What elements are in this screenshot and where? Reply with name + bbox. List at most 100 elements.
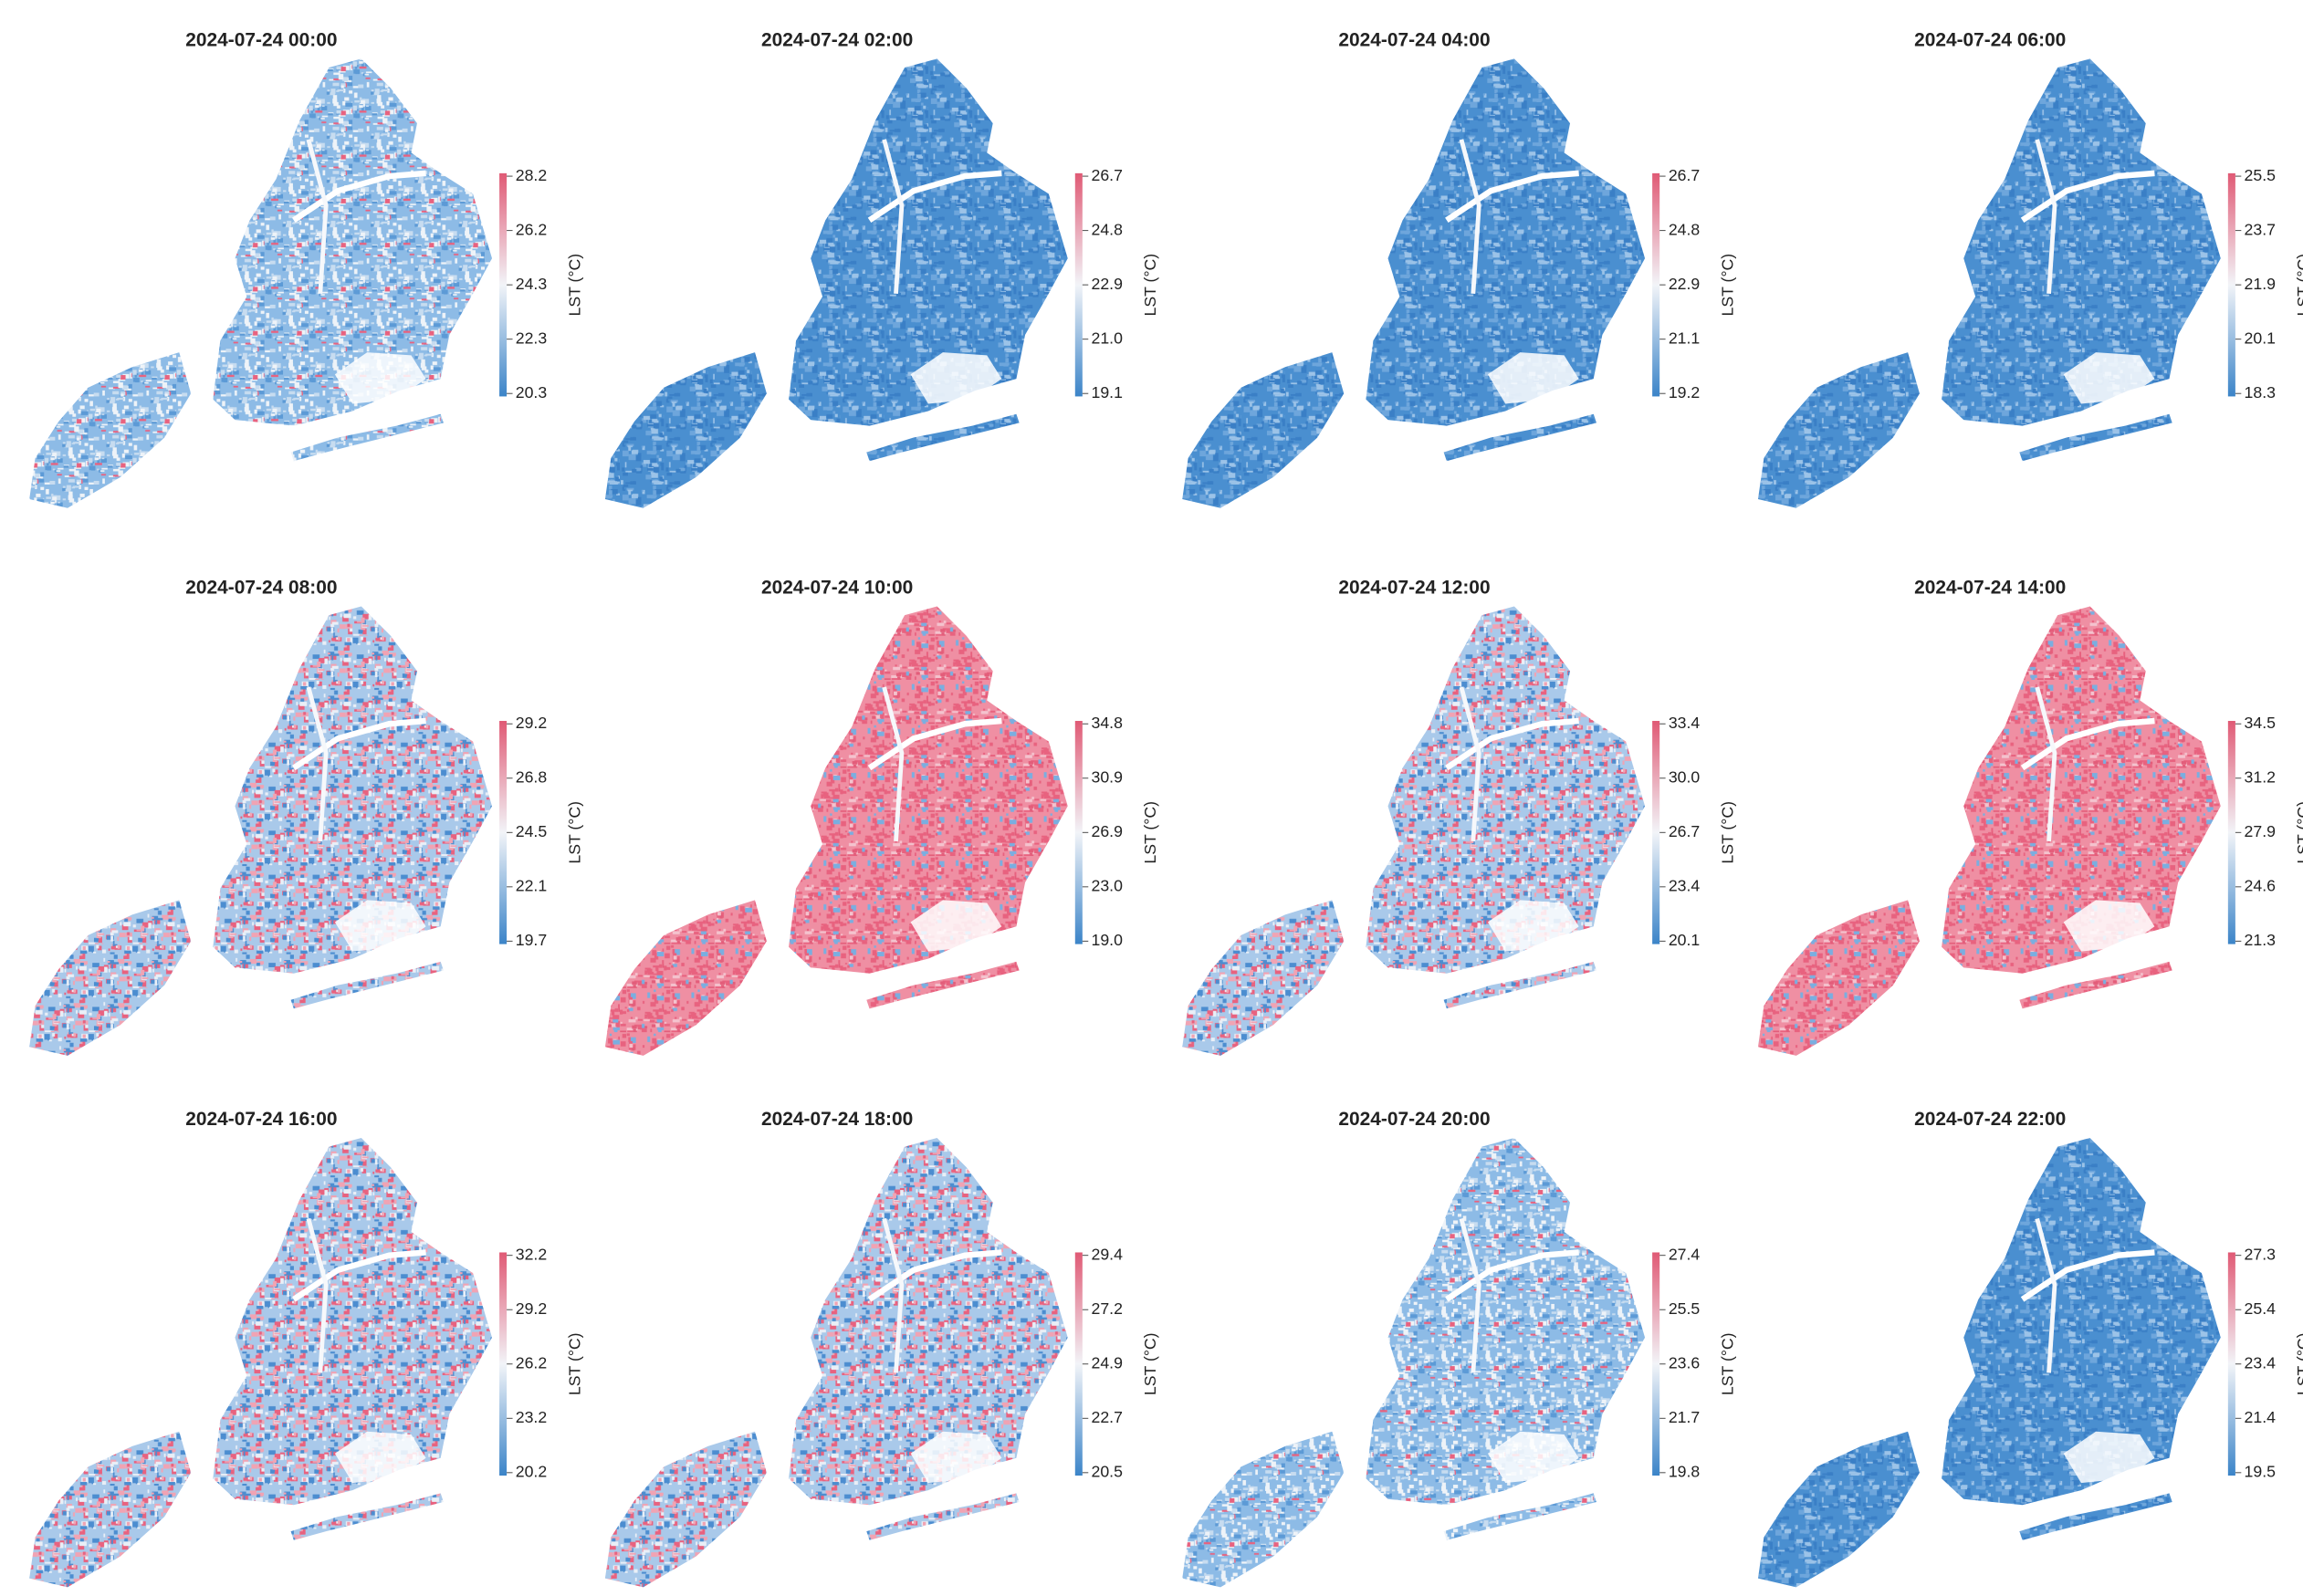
- colorbar-tick-label: 26.7: [1091, 166, 1122, 184]
- colorbar-tick-label: 19.7: [516, 931, 547, 949]
- colorbar-tick-label: 19.8: [1669, 1462, 1701, 1480]
- colorbar-tick-label: 27.4: [1669, 1245, 1701, 1263]
- colorbar-tick-label: 24.8: [1669, 220, 1701, 238]
- colorbar-tick-label: 19.2: [1669, 383, 1700, 402]
- colorbar-tick-label: 23.4: [1669, 877, 1701, 895]
- panel: 2024-07-24 08:00 29.2 26.8 24.5 22.1 19.7 LST …: [29, 578, 583, 1056]
- borough-map: [1444, 1493, 1596, 1539]
- panel-title: 2024-07-24 16:00: [185, 1109, 337, 1130]
- colorbar-tick-label: 24.6: [2245, 877, 2277, 895]
- colorbar-tick-label: 30.9: [1091, 767, 1122, 786]
- colorbar-tick-label: 33.4: [1669, 714, 1701, 732]
- panel: 2024-07-24 04:00 26.7 24.8 22.9 21.1 19.2 LST …: [1182, 30, 1736, 508]
- colorbar-tick-label: 19.1: [1091, 383, 1122, 402]
- panel-title: 2024-07-24 12:00: [1338, 578, 1490, 599]
- panel-title: 2024-07-24 14:00: [1914, 578, 2066, 599]
- panel: 2024-07-24 22:0027.325.423.421.419.5LST …: [1758, 1109, 2303, 1587]
- panel: 2024-07-24 00:0028.226.224.322.320.3LST …: [29, 30, 583, 508]
- colorbar-tick-label: 27.2: [1091, 1299, 1122, 1318]
- colorbar: [499, 721, 507, 944]
- colorbar: [1075, 1252, 1083, 1476]
- panel: 2024-07-24 12:0033.430.026.723.420.1LST …: [1182, 578, 1736, 1056]
- colorbar: [1075, 721, 1083, 944]
- colorbar-tick-label: 23.6: [1669, 1353, 1701, 1372]
- colorbar-label: LST (°C): [1718, 254, 1736, 317]
- colorbar-tick-label: 22.9: [1091, 275, 1122, 293]
- colorbar-tick-label: 26.7: [1669, 822, 1700, 840]
- borough-map: [605, 1432, 767, 1588]
- colorbar-label: LST (°C): [565, 1332, 583, 1395]
- colorbar-label: LST (°C): [1141, 1332, 1159, 1395]
- borough-map: [2019, 1493, 2172, 1539]
- panel-title: 2024-07-24 02:00: [761, 30, 913, 51]
- colorbar-tick-label: 31.2: [2245, 767, 2276, 786]
- borough-map: [29, 352, 191, 508]
- panel: 2024-07-24 20:00 27.4 25.5 23.6 21.7 19.8 LST …: [1182, 1109, 1736, 1587]
- colorbar-tick-label: 26.2: [516, 1353, 547, 1372]
- colorbar-tick-label: 20.3: [516, 383, 548, 402]
- borough-map: [605, 352, 767, 508]
- colorbar-tick-label: 30.0: [1669, 767, 1701, 786]
- panel-title: 2024-07-24 04:00: [1338, 30, 1490, 51]
- panel-title: 2024-07-24 22:00: [1914, 1109, 2066, 1130]
- colorbar-tick-label: 18.3: [2245, 383, 2277, 402]
- borough-map: [1758, 352, 1920, 508]
- colorbar-tick-label: 22.9: [1669, 275, 1700, 293]
- borough-map: [2019, 962, 2172, 1008]
- panel-title: 2024-07-24 08:00: [185, 578, 337, 599]
- colorbar-tick-label: 20.1: [1669, 931, 1700, 949]
- colorbar-tick-label: 27.9: [2245, 822, 2276, 840]
- borough-map: [1182, 900, 1344, 1056]
- colorbar-label: LST (°C): [1141, 801, 1159, 864]
- colorbar-label: LST (°C): [565, 254, 583, 317]
- colorbar: [499, 1252, 507, 1476]
- borough-map: [2019, 414, 2172, 461]
- colorbar-tick-label: 24.5: [516, 822, 548, 840]
- colorbar: [1652, 173, 1659, 397]
- colorbar-tick-label: 32.2: [516, 1245, 547, 1263]
- panel: 2024-07-24 18:0029.427.224.922.720.5LST …: [605, 1109, 1159, 1587]
- panel: 2024-07-24 16:00 32.2 29.2 26.2 23.2 20.2 LST …: [29, 1109, 583, 1587]
- colorbar-tick-label: 23.7: [2245, 220, 2276, 238]
- colorbar-tick-label: 22.7: [1091, 1408, 1122, 1426]
- borough-map: [1758, 1432, 1920, 1588]
- borough-map: [605, 900, 767, 1056]
- borough-map: [866, 414, 1019, 461]
- panel-title: 2024-07-24 20:00: [1338, 1109, 1490, 1130]
- borough-map: [1444, 414, 1596, 461]
- colorbar-tick-label: 20.2: [516, 1462, 547, 1480]
- panel: 2024-07-24 14:0034.531.227.924.621.3LST …: [1758, 578, 2303, 1056]
- colorbar-label: LST (°C): [2294, 801, 2303, 864]
- colorbar-label: LST (°C): [2294, 254, 2303, 317]
- colorbar-label: LST (°C): [1141, 254, 1159, 317]
- colorbar: [1652, 1252, 1659, 1476]
- panel: 2024-07-24 10:0034.830.926.923.019.0LST …: [605, 578, 1159, 1056]
- colorbar-tick-label: 25.5: [2245, 166, 2277, 184]
- colorbar-tick-label: 29.2: [516, 1299, 547, 1318]
- colorbar-tick-label: 26.8: [516, 767, 548, 786]
- colorbar-tick-label: 26.9: [1091, 822, 1122, 840]
- colorbar-tick-label: 23.4: [2245, 1353, 2277, 1372]
- colorbar-tick-label: 26.7: [1669, 166, 1700, 184]
- colorbar: [1075, 173, 1083, 397]
- colorbar-tick-label: 24.8: [1091, 220, 1123, 238]
- page: 2024-07-24 00:0028.226.224.322.320.3LST …: [0, 0, 2303, 1596]
- colorbar-tick-label: 34.8: [1091, 714, 1123, 732]
- borough-map: [866, 962, 1019, 1008]
- colorbar-tick-label: 22.1: [516, 877, 547, 895]
- colorbar-label: LST (°C): [565, 801, 583, 864]
- panel: 2024-07-24 06:0025.523.721.920.118.3LST …: [1758, 30, 2303, 508]
- colorbar-tick-label: 23.0: [1091, 877, 1123, 895]
- panel-title: 2024-07-24 06:00: [1914, 30, 2066, 51]
- colorbar-tick-label: 21.3: [2245, 931, 2277, 949]
- colorbar-label: LST (°C): [2294, 1332, 2303, 1395]
- colorbar-label: LST (°C): [1718, 1332, 1736, 1395]
- colorbar-tick-label: 19.0: [1091, 931, 1123, 949]
- colorbar-tick-label: 24.3: [516, 275, 548, 293]
- colorbar-tick-label: 25.5: [1669, 1299, 1701, 1318]
- colorbar-tick-label: 21.7: [1669, 1408, 1700, 1426]
- colorbar-tick-label: 23.2: [516, 1408, 547, 1426]
- colorbar-tick-label: 21.1: [1669, 329, 1700, 347]
- colorbar-tick-label: 20.5: [1091, 1462, 1123, 1480]
- colorbar-tick-label: 29.2: [516, 714, 547, 732]
